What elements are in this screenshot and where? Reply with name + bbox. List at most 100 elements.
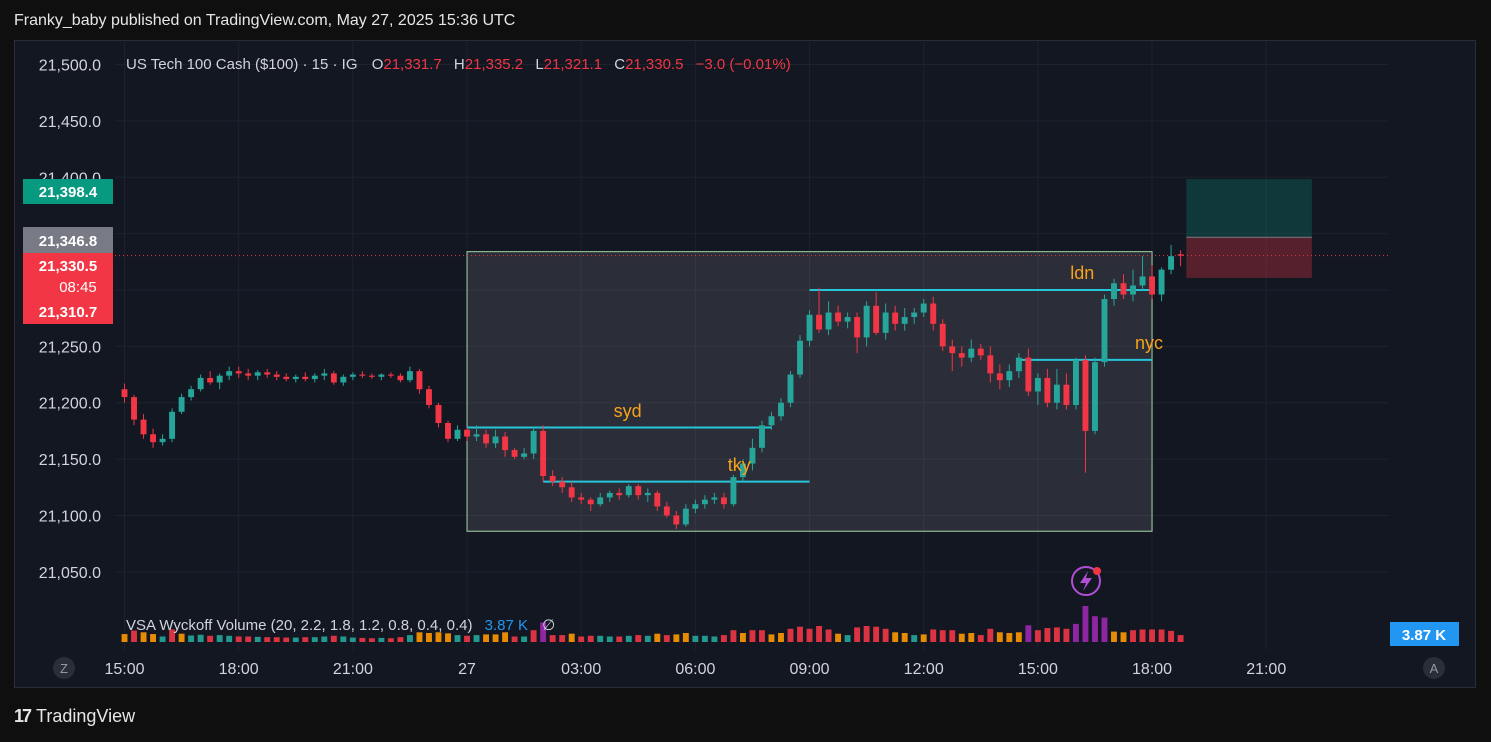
candle-body (368, 375, 375, 377)
candle-body (578, 497, 585, 500)
zoom-button[interactable] (53, 657, 75, 679)
position-stop-zone (1186, 237, 1312, 278)
candle-body (1139, 276, 1146, 286)
candle-body (292, 376, 299, 380)
volume-bar (996, 632, 1003, 642)
volume-bar (245, 636, 252, 642)
volume-bar (540, 622, 547, 642)
volume-bar (1158, 629, 1165, 642)
volume-indicator-value: 3.87 K (485, 617, 528, 634)
candle-body (235, 371, 242, 374)
volume-bar (863, 626, 870, 642)
candle-body (273, 374, 280, 377)
candle-body (131, 397, 137, 420)
candle-body (283, 376, 290, 380)
volume-bar (207, 635, 214, 642)
volume-bar (825, 629, 832, 642)
candle-body (1177, 254, 1184, 256)
candle-body (359, 374, 366, 376)
volume-bar (854, 627, 861, 642)
candle-body (1006, 371, 1013, 381)
volume-bar (216, 635, 223, 642)
volume-bar (568, 633, 575, 642)
candle-body (778, 402, 784, 417)
volume-bar (977, 635, 984, 642)
volume-bar (673, 634, 680, 642)
volume-bar (359, 637, 366, 642)
volume-bar (349, 637, 356, 642)
candle-body (502, 436, 509, 451)
current-price-text: 21,330.5 (39, 258, 97, 275)
volume-bar (873, 626, 880, 642)
volume-bar (749, 630, 756, 642)
volume-bar (368, 638, 375, 642)
footer-branding: 17 TradingView (14, 706, 135, 727)
volume-bar (606, 636, 613, 642)
position-target-zone (1186, 179, 1312, 238)
y-tick-label: 21,450.0 (39, 114, 101, 131)
candle-body (397, 375, 404, 381)
volume-bar (968, 633, 975, 642)
candle-body (930, 303, 937, 324)
chart-panel[interactable] (14, 40, 1476, 688)
volume-bar (454, 635, 461, 642)
volume-bar (597, 635, 604, 642)
candle-body (454, 429, 461, 439)
volume-bar (892, 632, 899, 642)
candle-body (759, 425, 765, 448)
x-tick-label: 12:00 (904, 661, 944, 678)
volume-bar (235, 636, 242, 642)
candle-body (1025, 357, 1032, 392)
volume-bar (1177, 635, 1184, 642)
candle-body (473, 434, 480, 437)
tradingview-brand-text: TradingView (36, 706, 136, 726)
volume-bar (1139, 629, 1146, 642)
lightning-alert-icon[interactable] (1071, 566, 1101, 596)
volume-bar (911, 635, 918, 642)
candle-body (426, 389, 432, 405)
volume-bar (949, 630, 956, 642)
volume-bar (406, 635, 413, 642)
volume-bar (273, 637, 280, 642)
volume-bar (1149, 629, 1155, 642)
candle-body (330, 373, 337, 383)
candle-body (226, 371, 233, 376)
volume-bar (131, 630, 137, 642)
x-tick-label: 09:00 (790, 661, 830, 678)
x-axis-labels: 15:00 18:00 21:00 27 03:00 06:00 09:00 12:00 15:… (104, 661, 1286, 678)
volume-bar (416, 632, 423, 642)
close-label: C (614, 56, 625, 73)
candle-body (977, 348, 984, 356)
candle-body (682, 508, 689, 525)
volume-bar (330, 635, 337, 642)
bar-countdown: 08:45 (59, 279, 97, 296)
volume-bar (663, 635, 670, 642)
x-tick-label: 15:00 (1018, 661, 1058, 678)
candle-body (150, 434, 157, 443)
auto-scale-button[interactable] (1423, 657, 1445, 679)
candle-body (1044, 377, 1051, 403)
candle-body (559, 481, 566, 488)
target-price-text: 21,398.4 (39, 184, 98, 201)
candle-body (968, 348, 975, 358)
candle-body (483, 434, 490, 444)
volume-bar (169, 629, 176, 642)
candle-body (1158, 269, 1165, 295)
volume-bar (939, 630, 946, 642)
volume-bar (692, 635, 699, 642)
volume-bar (635, 635, 642, 642)
candle-body (188, 389, 195, 398)
candle-body (378, 374, 385, 377)
candle-body (720, 497, 727, 505)
y-tick-label: 21,250.0 (39, 339, 101, 356)
candle-body (873, 305, 880, 333)
volume-bar (1168, 630, 1175, 642)
candle-body (635, 486, 642, 496)
volume-bar (730, 630, 737, 642)
volume-bar (473, 635, 480, 642)
volume-indicator-name: VSA Wyckoff Volume (20, 2.2, 1.8, 1.2, 0… (126, 617, 472, 634)
volume-bar (283, 637, 290, 642)
volume-bar (987, 628, 994, 642)
candle-body (140, 419, 147, 435)
